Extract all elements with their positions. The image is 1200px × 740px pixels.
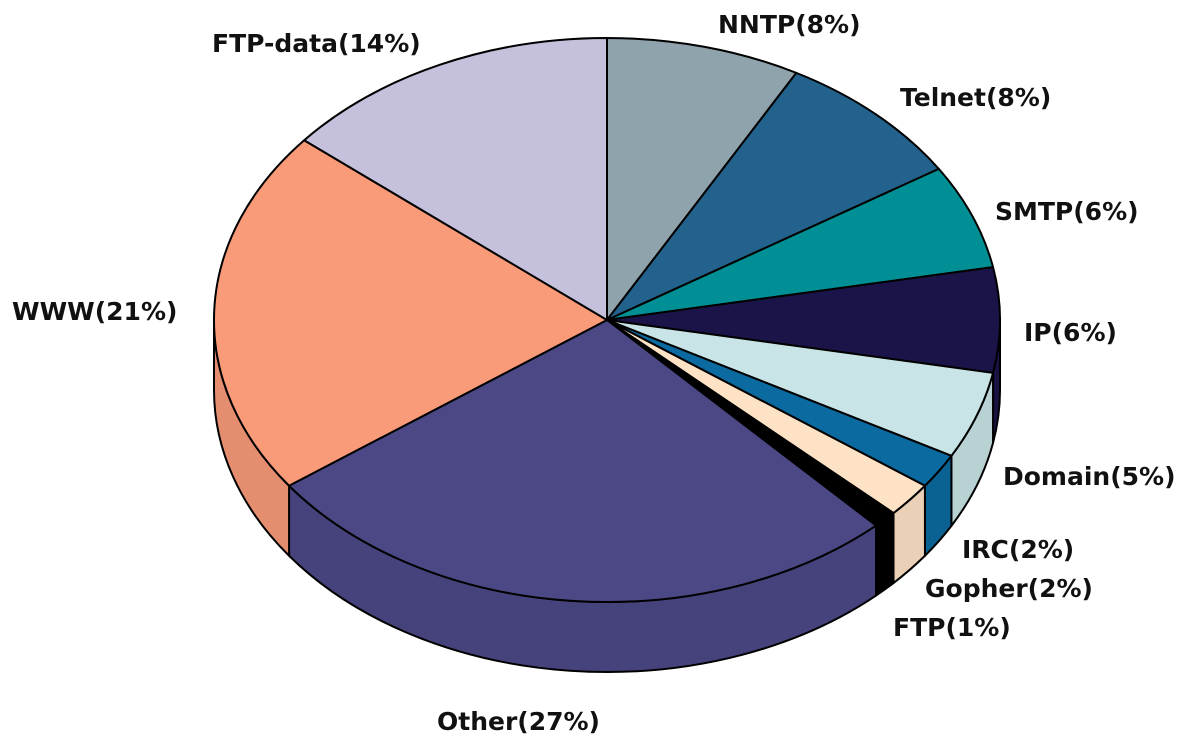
slice-smtp	[606, 167, 995, 321]
slice-ftp-data	[303, 37, 608, 321]
slice-label-irc: IRC(2%)	[962, 535, 1074, 564]
slice-label-smtp: SMTP(6%)	[995, 197, 1139, 226]
slice-nntp	[606, 37, 798, 321]
slice-other	[288, 319, 878, 603]
slice-label-ftp-data: FTP-data(14%)	[212, 29, 421, 58]
slice-label-ip: IP(6%)	[1024, 318, 1117, 347]
side-wall-ftp	[875, 512, 895, 597]
slice-label-other: Other(27%)	[437, 707, 600, 736]
pie-side-walls	[213, 319, 1001, 673]
slice-label-www: WWW(21%)	[12, 297, 177, 326]
slice-label-nntp: NNTP(8%)	[718, 10, 861, 39]
slice-label-telnet: Telnet(8%)	[900, 83, 1051, 112]
pie-top-slices	[213, 37, 1001, 603]
slice-www	[213, 139, 608, 487]
slice-label-domain: Domain(5%)	[1003, 462, 1176, 491]
slice-label-gopher: Gopher(2%)	[925, 574, 1093, 603]
slice-ip	[606, 266, 1001, 374]
slice-telnet	[606, 71, 940, 321]
slice-label-ftp: FTP(1%)	[893, 613, 1011, 642]
